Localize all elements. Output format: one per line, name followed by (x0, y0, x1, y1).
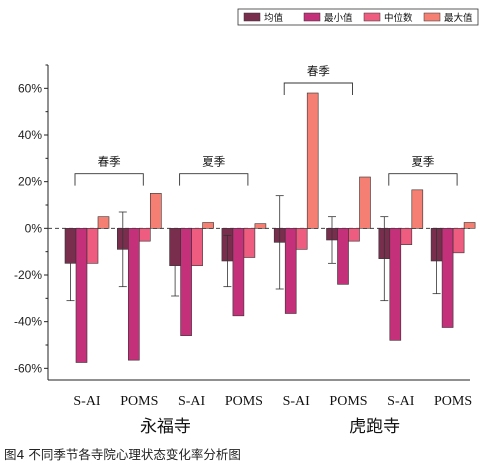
x-tick-label: S-AI (387, 394, 415, 409)
bar (86, 228, 99, 264)
bar (191, 228, 203, 266)
x-tick-label: POMS (120, 394, 158, 409)
x-tick-label: POMS (329, 394, 367, 409)
bar (232, 228, 245, 317)
bar (202, 222, 214, 229)
x-tick-label: S-AI (73, 394, 101, 409)
bar (254, 223, 267, 229)
legend-label: 中位数 (384, 12, 413, 24)
season-label: 夏季 (202, 155, 225, 169)
chart: -60% -40% -20% 0% 20% 40% 60% S-AI POMS S-AI POMS S… (14, 8, 479, 437)
bar (400, 228, 413, 245)
season-label: 春季 (98, 155, 121, 169)
bar (389, 228, 402, 341)
bar (97, 216, 110, 229)
bar (359, 176, 371, 229)
season-bracket (388, 173, 458, 186)
legend-swatch (243, 12, 261, 22)
group-label: 虎跑寺 (349, 417, 400, 437)
bar (306, 92, 319, 229)
bar (337, 228, 349, 285)
bar (295, 228, 308, 250)
season-label: 春季 (307, 64, 330, 78)
season-label: 夏季 (411, 155, 434, 169)
bar (284, 228, 297, 314)
bar (463, 222, 476, 229)
bar (348, 228, 360, 242)
y-tick-label: -60% (14, 361, 42, 375)
legend-label: 最小值 (324, 12, 353, 24)
bar (411, 189, 424, 229)
bar (452, 228, 465, 254)
x-tick-label: POMS (225, 394, 263, 409)
y-tick-label: 40% (18, 128, 42, 142)
legend-swatch (363, 12, 381, 22)
legend-swatch (303, 12, 321, 22)
y-tick-label: 60% (18, 81, 42, 95)
bar (243, 228, 256, 258)
group-label: 永福寺 (140, 417, 191, 437)
bar (128, 228, 140, 361)
y-tick-label: 20% (18, 175, 42, 189)
legend-box (237, 8, 479, 26)
y-tick-label: -40% (14, 315, 42, 329)
bar (180, 228, 192, 336)
legend-swatch (423, 12, 441, 22)
x-tick-label: S-AI (283, 394, 311, 409)
bar (64, 228, 77, 264)
y-tick-label: 0% (25, 221, 43, 235)
bar (139, 228, 151, 242)
season-bracket (179, 173, 249, 186)
x-tick-label: S-AI (178, 394, 206, 409)
bar (169, 228, 181, 266)
season-bracket (283, 82, 353, 95)
bar (150, 193, 162, 229)
legend-label: 最大值 (444, 12, 473, 24)
legend-label: 均值 (264, 12, 284, 24)
y-tick-label: -20% (14, 268, 42, 282)
season-bracket (74, 173, 144, 186)
x-tick-label: POMS (434, 394, 472, 409)
bar (75, 228, 88, 363)
figure-caption: 图4 不同季节各寺院心理状态变化率分析图 (4, 447, 241, 462)
bar (441, 228, 454, 328)
